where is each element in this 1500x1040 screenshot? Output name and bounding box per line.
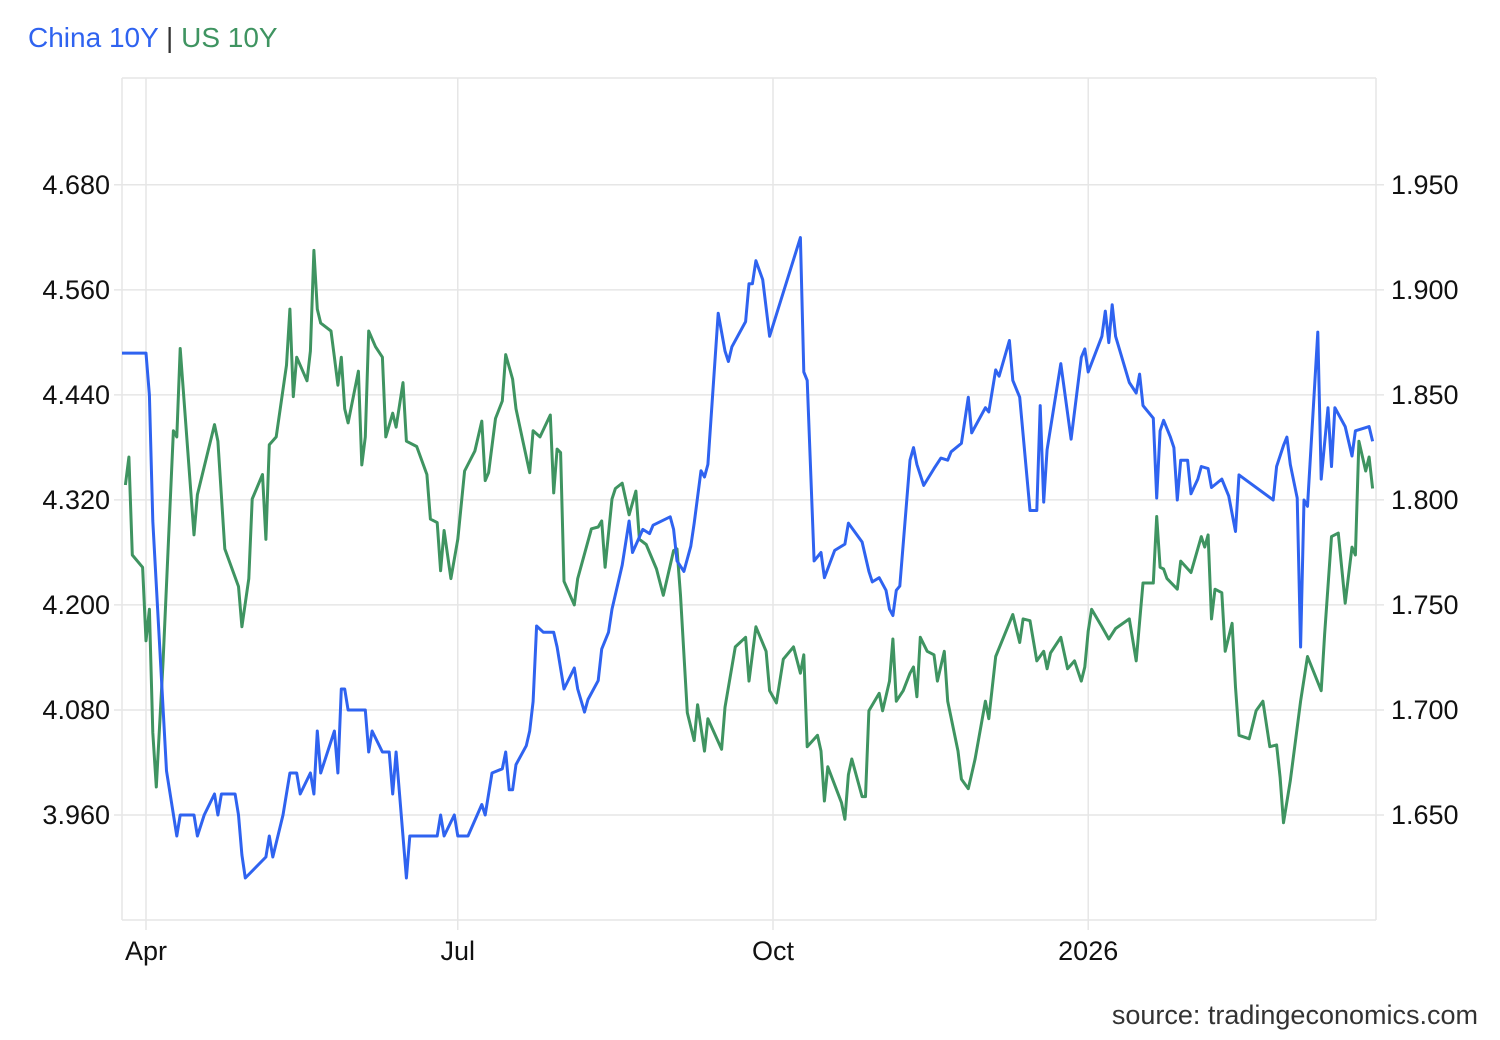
legend-us-10y[interactable]: US 10Y: [181, 22, 278, 53]
left-axis-ticks: 3.960 4.080 4.200 4.320 4.440 4.560 4.680: [42, 170, 110, 830]
chart-legend: China 10Y | US 10Y: [28, 22, 278, 54]
left-tick-label: 3.960: [42, 800, 110, 830]
left-tick-label: 4.560: [42, 275, 110, 305]
x-tick-label: Oct: [752, 936, 795, 966]
left-tick-label: 4.200: [42, 590, 110, 620]
series-lines: [122, 236, 1375, 880]
left-tick-label: 4.440: [42, 380, 110, 410]
x-tick-label: Jul: [441, 936, 476, 966]
right-tick-label: 1.850: [1391, 380, 1459, 410]
right-tick-label: 1.750: [1391, 590, 1459, 620]
x-tick-label: Apr: [125, 936, 167, 966]
series-us-10y: [123, 248, 1375, 825]
x-axis-ticks: Apr Jul Oct 2026: [125, 936, 1118, 966]
right-tick-label: 1.900: [1391, 275, 1459, 305]
left-tick-label: 4.680: [42, 170, 110, 200]
left-tick-label: 4.080: [42, 695, 110, 725]
right-axis-ticks: 1.650 1.700 1.750 1.800 1.850 1.900 1.950: [1391, 170, 1459, 830]
left-tick-label: 4.320: [42, 485, 110, 515]
right-tick-label: 1.650: [1391, 800, 1459, 830]
grid: [114, 77, 1384, 930]
legend-separator: |: [166, 22, 174, 53]
right-tick-label: 1.950: [1391, 170, 1459, 200]
right-tick-label: 1.700: [1391, 695, 1459, 725]
series-china-10y: [122, 236, 1375, 880]
source-credit: source: tradingeconomics.com: [1111, 1000, 1478, 1030]
legend-china-10y[interactable]: China 10Y: [28, 22, 159, 53]
x-tick-label: 2026: [1058, 936, 1118, 966]
line-us-10y: [123, 248, 1375, 825]
line-china-10y: [122, 236, 1375, 880]
right-tick-label: 1.800: [1391, 485, 1459, 515]
